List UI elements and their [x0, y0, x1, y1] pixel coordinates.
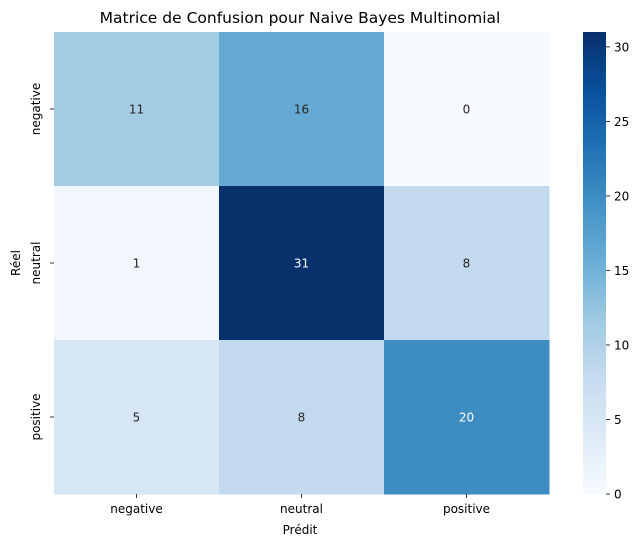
colorbar-tick-label: 10: [614, 338, 629, 352]
x-tick-label: positive: [443, 502, 490, 516]
heatmap-cell: [54, 32, 220, 187]
colorbar-tick-label: 15: [614, 264, 629, 278]
heatmap-cells: [54, 32, 550, 495]
cell-annotation: 1: [133, 257, 141, 271]
cell-annotation: 11: [129, 103, 144, 117]
heatmap-cell: [54, 340, 220, 495]
heatmap-cell: [384, 186, 550, 341]
y-tick-label: neutral: [29, 242, 43, 285]
colorbar-tick-label: 25: [614, 115, 629, 129]
x-axis-ticks: negative neutral positive: [110, 494, 490, 516]
cell-annotation: 0: [463, 103, 471, 117]
cell-annotation: 5: [133, 411, 141, 425]
heatmap-cell: [384, 32, 550, 187]
colorbar: [583, 32, 606, 494]
x-tick-label: negative: [110, 502, 162, 516]
y-axis-label: Réel: [9, 250, 23, 276]
y-axis-ticks: negative neutral positive: [29, 83, 54, 441]
cell-annotation: 31: [294, 257, 309, 271]
cell-annotation: 20: [459, 411, 474, 425]
colorbar-tick-label: 0: [614, 488, 622, 502]
cell-annotation: 16: [294, 103, 309, 117]
y-tick-label: negative: [29, 83, 43, 135]
heatmap-cell: [219, 186, 385, 341]
heatmap-annotations: 11 16 0 1 31 8 5 8 20: [129, 103, 474, 425]
chart-title: Matrice de Confusion pour Naive Bayes Mu…: [100, 9, 501, 27]
x-axis-label: Prédit: [283, 523, 318, 537]
x-tick-label: neutral: [280, 502, 323, 516]
colorbar-tick-label: 20: [614, 189, 629, 203]
colorbar-ticks: 0 5 10 15 20 25 30: [606, 40, 629, 502]
heatmap-cell: [219, 340, 385, 495]
y-tick-label: positive: [29, 393, 43, 440]
heatmap-cell: [54, 186, 220, 341]
heatmap-cell: [384, 340, 550, 495]
colorbar-tick-label: 30: [614, 40, 629, 54]
colorbar-tick-label: 5: [614, 413, 622, 427]
cell-annotation: 8: [298, 411, 306, 425]
cell-annotation: 8: [463, 257, 471, 271]
heatmap-cell: [219, 32, 385, 187]
